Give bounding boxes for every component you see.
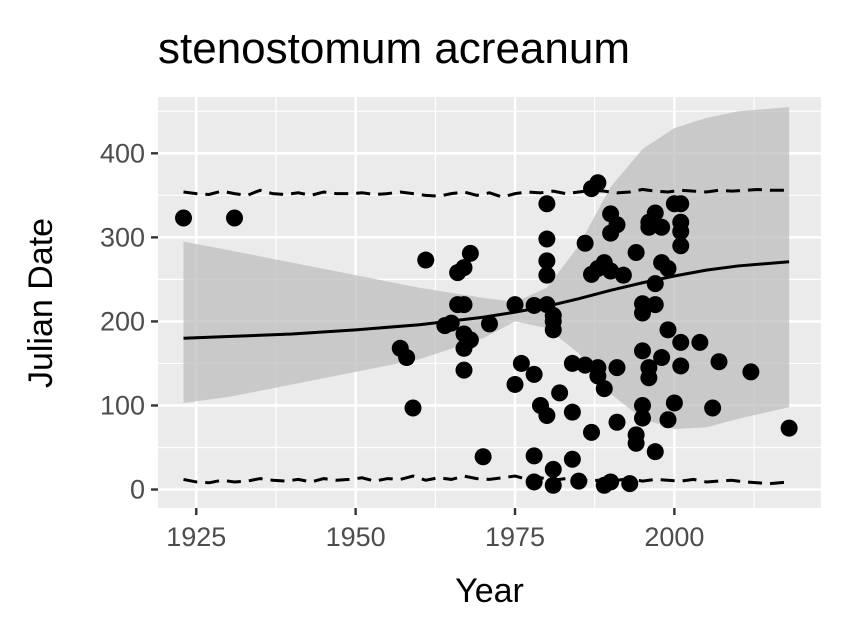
data-point [780, 419, 798, 437]
data-point [538, 230, 556, 248]
data-point [640, 369, 658, 387]
data-point [589, 367, 607, 385]
data-point [538, 195, 556, 213]
data-point [672, 357, 690, 375]
x-tick-label: 2000 [644, 522, 704, 552]
y-tick-label: 200 [100, 306, 145, 336]
data-point [538, 266, 556, 284]
data-point [544, 460, 562, 478]
data-point [404, 399, 422, 417]
data-point [640, 218, 658, 236]
data-point [455, 361, 473, 379]
data-point [646, 296, 664, 314]
lower-dashed-line [183, 474, 790, 486]
y-axis-title: Julian Date [22, 218, 60, 388]
data-point [398, 349, 416, 367]
data-point [538, 252, 556, 270]
data-point [525, 447, 543, 465]
data-point [442, 314, 460, 332]
y-axis: 0 100 200 300 400 [100, 138, 158, 505]
data-point [710, 353, 728, 371]
data-point [576, 356, 594, 374]
data-point [525, 365, 543, 383]
data-point [608, 359, 626, 377]
y-tick-label: 300 [100, 222, 145, 252]
data-point [672, 222, 690, 240]
data-point [576, 234, 594, 252]
x-axis: 1925 1950 1975 2000 [166, 508, 704, 552]
data-point [544, 321, 562, 339]
data-point [691, 333, 709, 351]
data-point [595, 380, 613, 398]
data-point [634, 304, 651, 322]
x-tick-label: 1925 [166, 522, 226, 552]
data-point [455, 296, 473, 314]
data-point [551, 384, 569, 402]
trend-line [183, 260, 790, 340]
data-point [653, 218, 671, 236]
data-point [226, 209, 243, 227]
data-point [481, 315, 498, 333]
data-point [602, 262, 620, 280]
data-point [672, 237, 690, 255]
data-point [742, 363, 760, 381]
data-point [704, 399, 722, 417]
y-tick-label: 0 [130, 475, 145, 505]
x-axis-title: Year [455, 572, 524, 610]
data-point [614, 266, 632, 284]
data-point [627, 434, 645, 452]
data-point [512, 354, 530, 372]
data-point [646, 443, 664, 461]
data-point [538, 407, 556, 425]
data-point [417, 251, 435, 269]
upper-dashed-line [183, 187, 790, 199]
data-point [659, 259, 677, 277]
data-point [525, 473, 543, 491]
data-point [608, 216, 626, 234]
data-point [634, 409, 651, 427]
data-point [461, 331, 479, 349]
data-point [570, 472, 588, 490]
y-tick-label: 100 [100, 390, 145, 420]
data-point [672, 333, 690, 351]
data-point [461, 244, 479, 262]
data-point [589, 174, 607, 192]
data-point [506, 375, 524, 393]
x-tick-label: 1975 [485, 522, 545, 552]
data-point [608, 413, 626, 431]
x-tick-label: 1950 [326, 522, 386, 552]
data-point [583, 423, 600, 441]
data-point [602, 473, 620, 491]
data-point [563, 403, 581, 421]
data-point [474, 448, 492, 466]
data-point [634, 396, 651, 414]
data-point [659, 321, 677, 339]
data-point [506, 296, 524, 314]
data-point [646, 204, 664, 222]
data-point [653, 349, 671, 367]
data-point [563, 450, 581, 468]
data-point [659, 411, 677, 429]
data-point [544, 476, 562, 494]
data-point [621, 475, 639, 493]
y-tick-label: 400 [100, 138, 145, 168]
data-point [672, 195, 690, 213]
data-point [627, 243, 645, 261]
data-point [175, 209, 192, 227]
chart-title: stenostomum acreanum [158, 24, 630, 73]
plot-panel [158, 97, 821, 508]
data-point [563, 354, 581, 372]
data-point [634, 342, 651, 360]
data-point [665, 394, 683, 412]
data-point [455, 259, 473, 277]
